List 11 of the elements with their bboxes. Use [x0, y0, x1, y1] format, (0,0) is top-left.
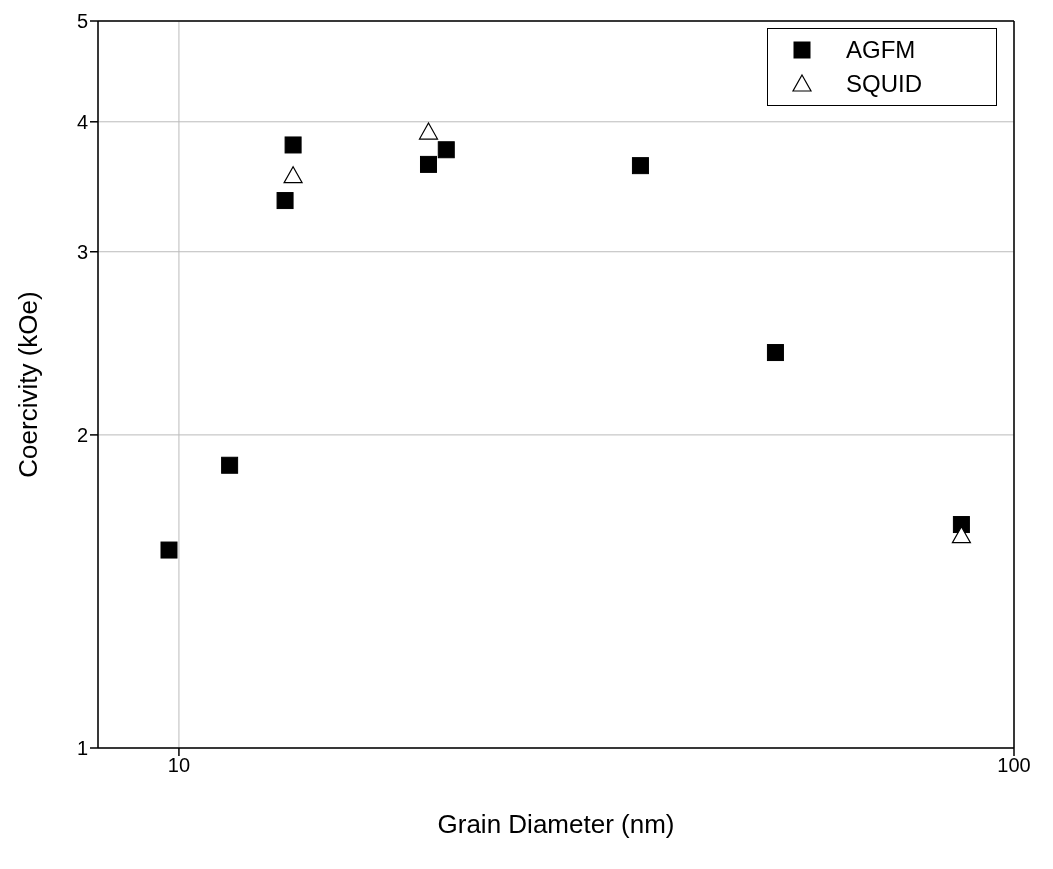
x-tick-label: 100 [997, 754, 1031, 777]
x-axis-title: Grain Diameter (nm) [437, 809, 675, 839]
y-tick-label: 2 [76, 424, 88, 446]
y-tick-label: 5 [76, 10, 88, 33]
y-axis-title: Coercivity (kOe) [13, 291, 44, 478]
y-tick-label: 4 [76, 110, 88, 133]
x-tick-label: 10 [167, 754, 191, 777]
y-tick-label: 1 [76, 737, 88, 760]
legend-label: SQUID [846, 70, 923, 98]
y-tick-label: 3 [76, 240, 88, 263]
legend-label: AGFM [846, 36, 916, 64]
